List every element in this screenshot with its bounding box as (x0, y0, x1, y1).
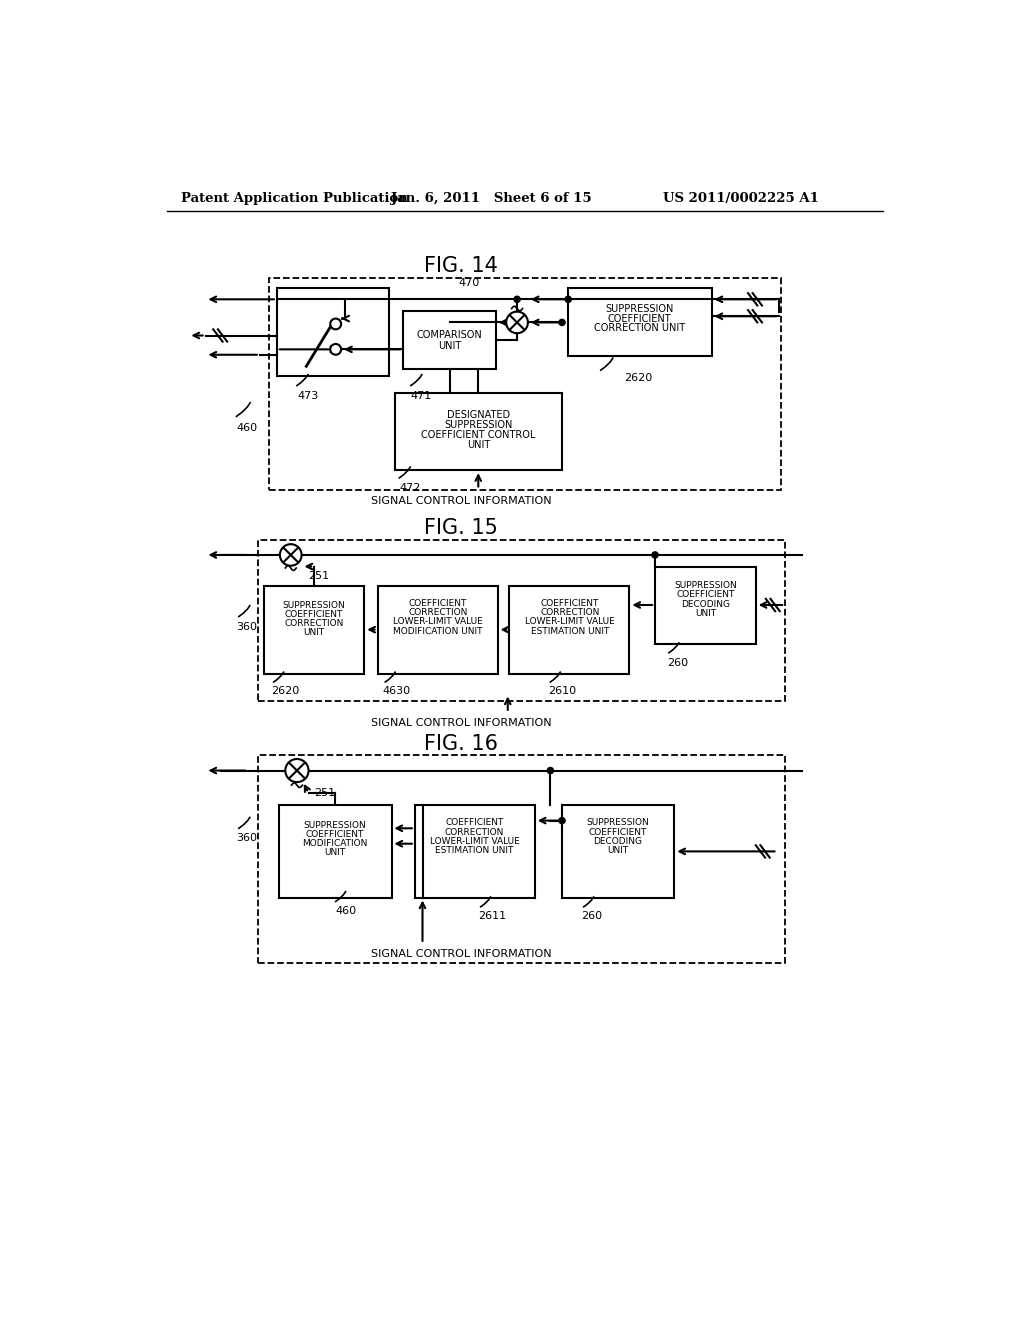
Text: CORRECTION: CORRECTION (409, 609, 468, 618)
Bar (258, 540, 785, 701)
Text: 260: 260 (667, 657, 688, 668)
Text: COEFFICIENT: COEFFICIENT (285, 610, 343, 619)
Text: UNIT: UNIT (607, 846, 629, 855)
Text: 251: 251 (308, 570, 329, 581)
Text: UNIT: UNIT (325, 849, 345, 858)
Text: MODIFICATION: MODIFICATION (302, 840, 368, 849)
Text: DECODING: DECODING (681, 599, 730, 609)
Bar (403, 312, 496, 368)
Text: MODIFICATION UNIT: MODIFICATION UNIT (393, 627, 482, 636)
Text: 360: 360 (237, 622, 257, 631)
Bar (269, 277, 780, 490)
Bar (509, 586, 630, 675)
Text: SIGNAL CONTROL INFORMATION: SIGNAL CONTROL INFORMATION (371, 718, 552, 727)
Text: COEFFICIENT: COEFFICIENT (541, 599, 599, 609)
Circle shape (547, 767, 554, 774)
Text: 2610: 2610 (548, 686, 577, 696)
Text: COEFFICIENT: COEFFICIENT (607, 314, 672, 323)
Text: ESTIMATION UNIT: ESTIMATION UNIT (530, 627, 609, 636)
Bar (263, 586, 365, 675)
Text: CORRECTION UNIT: CORRECTION UNIT (594, 323, 685, 333)
Text: LOWER-LIMIT VALUE: LOWER-LIMIT VALUE (525, 618, 614, 627)
Text: 2611: 2611 (478, 911, 507, 921)
Bar (378, 586, 498, 675)
Text: UNIT: UNIT (438, 341, 461, 351)
Bar (562, 805, 675, 898)
Text: LOWER-LIMIT VALUE: LOWER-LIMIT VALUE (429, 837, 519, 846)
Text: 251: 251 (314, 788, 335, 797)
Bar (258, 755, 785, 964)
Circle shape (565, 296, 571, 302)
Text: COEFFICIENT: COEFFICIENT (306, 830, 365, 840)
Text: COEFFICIENT: COEFFICIENT (676, 590, 734, 599)
Text: 2620: 2620 (624, 372, 652, 383)
Text: SUPPRESSION: SUPPRESSION (283, 601, 345, 610)
Text: SIGNAL CONTROL INFORMATION: SIGNAL CONTROL INFORMATION (371, 949, 552, 958)
Bar (280, 805, 391, 898)
Text: COEFFICIENT CONTROL: COEFFICIENT CONTROL (421, 430, 536, 440)
Bar (655, 566, 756, 644)
Circle shape (559, 319, 565, 326)
Bar (415, 805, 535, 898)
Text: LOWER-LIMIT VALUE: LOWER-LIMIT VALUE (393, 618, 483, 627)
Circle shape (506, 312, 528, 333)
Text: Jan. 6, 2011   Sheet 6 of 15: Jan. 6, 2011 Sheet 6 of 15 (391, 191, 592, 205)
Text: 4630: 4630 (382, 686, 411, 696)
Text: UNIT: UNIT (467, 440, 489, 450)
Text: 460: 460 (336, 906, 356, 916)
Text: 2620: 2620 (271, 686, 300, 696)
Text: FIG. 16: FIG. 16 (424, 734, 499, 754)
Text: DESIGNATED: DESIGNATED (446, 409, 510, 420)
Bar (395, 393, 562, 470)
Bar (568, 288, 712, 355)
Text: SUPPRESSION: SUPPRESSION (303, 821, 367, 830)
Text: UNIT: UNIT (694, 609, 716, 618)
Text: CORRECTION: CORRECTION (540, 609, 599, 618)
Circle shape (331, 318, 341, 330)
Text: DECODING: DECODING (593, 837, 642, 846)
Text: UNIT: UNIT (303, 628, 325, 638)
Text: ESTIMATION UNIT: ESTIMATION UNIT (435, 846, 514, 855)
Circle shape (559, 817, 565, 824)
Text: CORRECTION: CORRECTION (285, 619, 344, 628)
Text: 360: 360 (237, 833, 257, 842)
Text: SUPPRESSION: SUPPRESSION (605, 305, 674, 314)
Text: Patent Application Publication: Patent Application Publication (180, 191, 408, 205)
Circle shape (652, 552, 658, 558)
Text: SIGNAL CONTROL INFORMATION: SIGNAL CONTROL INFORMATION (371, 496, 552, 506)
Text: 472: 472 (399, 483, 421, 492)
Text: FIG. 14: FIG. 14 (424, 256, 499, 276)
Text: COEFFICIENT: COEFFICIENT (589, 828, 647, 837)
Circle shape (286, 759, 308, 781)
Text: FIG. 15: FIG. 15 (424, 517, 499, 539)
Text: COEFFICIENT: COEFFICIENT (409, 599, 467, 609)
Text: SUPPRESSION: SUPPRESSION (674, 581, 736, 590)
Text: CORRECTION: CORRECTION (444, 828, 504, 837)
Text: SUPPRESSION: SUPPRESSION (444, 420, 512, 430)
Text: SUPPRESSION: SUPPRESSION (587, 818, 649, 828)
Text: 260: 260 (582, 911, 602, 921)
Bar (276, 288, 389, 376)
Circle shape (514, 296, 520, 302)
Text: 460: 460 (237, 422, 258, 433)
Circle shape (331, 345, 341, 355)
Text: 470: 470 (459, 279, 479, 288)
Text: 471: 471 (411, 391, 432, 400)
Circle shape (280, 544, 302, 566)
Text: 473: 473 (297, 391, 318, 400)
Text: COMPARISON: COMPARISON (417, 330, 482, 341)
Text: US 2011/0002225 A1: US 2011/0002225 A1 (663, 191, 818, 205)
Text: COEFFICIENT: COEFFICIENT (445, 818, 504, 828)
